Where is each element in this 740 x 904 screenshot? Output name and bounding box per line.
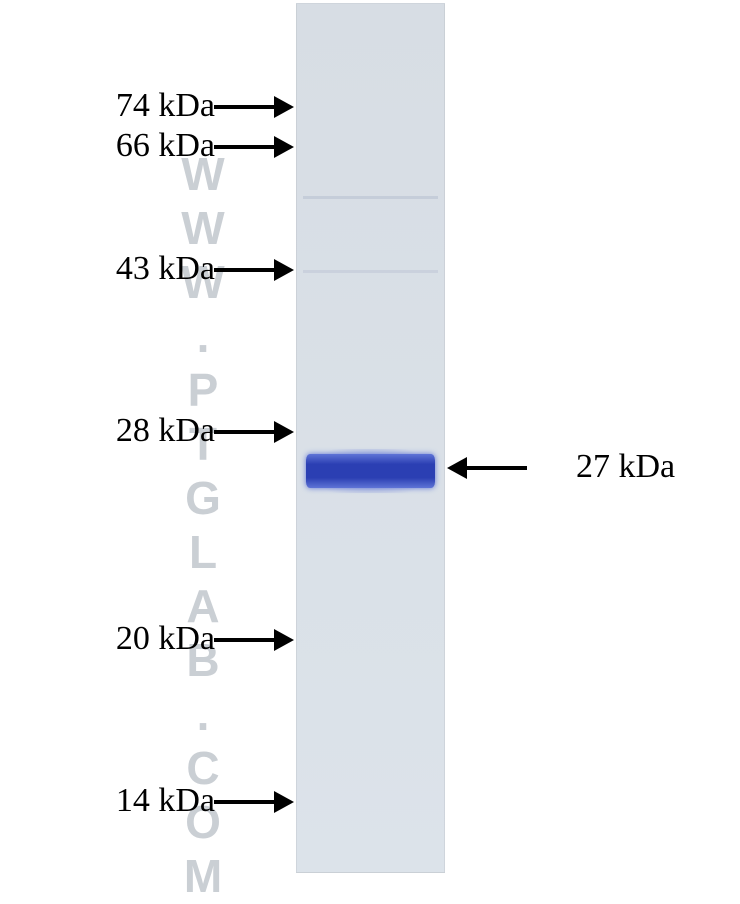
result-arrow-icon <box>447 457 527 479</box>
faint-band <box>303 270 438 273</box>
ladder-label: 14 kDa <box>116 782 215 820</box>
ladder-label: 28 kDa <box>116 412 215 450</box>
ladder-arrow-icon <box>214 136 294 158</box>
ladder-label: 43 kDa <box>116 250 215 288</box>
ladder-label: 66 kDa <box>116 127 215 165</box>
ladder-arrow-icon <box>214 791 294 813</box>
result-label: 27 kDa <box>576 448 675 486</box>
ladder-arrow-icon <box>214 259 294 281</box>
gel-figure: WWW.PTGLAB.COM 74 kDa66 kDa43 kDa28 kDa2… <box>0 0 740 879</box>
gel-lane-background <box>297 4 444 872</box>
ladder-label: 74 kDa <box>116 87 215 125</box>
gel-lane <box>296 3 445 873</box>
ladder-arrow-icon <box>214 629 294 651</box>
result-band <box>306 454 435 488</box>
ladder-label: 20 kDa <box>116 620 215 658</box>
ladder-arrow-icon <box>214 421 294 443</box>
faint-band <box>303 196 438 199</box>
ladder-arrow-icon <box>214 96 294 118</box>
